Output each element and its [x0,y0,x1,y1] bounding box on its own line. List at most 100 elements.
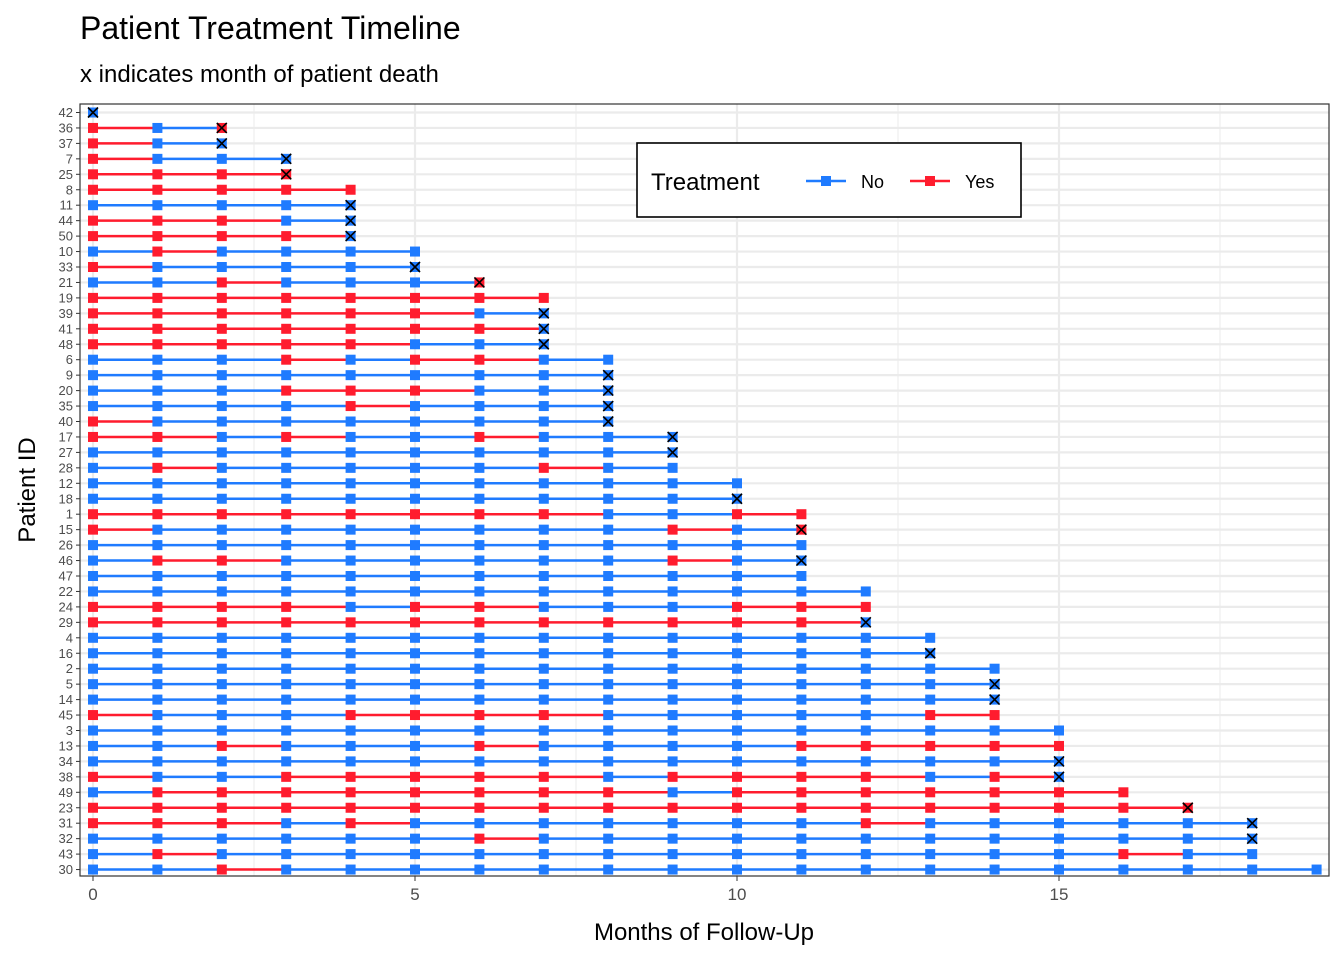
month-point [152,632,163,643]
month-point [732,833,742,844]
month-point [88,138,98,149]
month-point [345,632,356,643]
y-tick-label: 22 [59,584,73,599]
month-point [345,401,356,412]
month-point [410,586,420,597]
month-point [860,648,871,659]
month-point [474,354,485,365]
patient-row [88,771,1065,783]
y-tick-label: 42 [59,105,73,120]
month-point [216,478,227,489]
month-point [603,663,614,674]
month-point [216,385,227,396]
month-point [474,493,485,504]
month-point [281,339,292,350]
x-tick-label: 0 [88,885,97,904]
month-point [216,401,227,412]
month-point [88,308,98,319]
x-tick-label: 10 [728,885,747,904]
month-point [345,540,356,551]
y-tick-label: 31 [59,816,73,831]
month-point [1182,864,1193,875]
month-point [216,462,227,473]
death-marker [924,647,936,659]
month-point [152,710,163,721]
month-point [796,771,807,782]
month-point [603,849,614,860]
month-point [216,632,227,643]
month-point [281,308,292,319]
patient-row [88,601,871,612]
death-marker [538,323,550,335]
month-point [796,694,807,705]
y-tick-label: 10 [59,244,73,259]
y-tick-label: 36 [59,120,73,135]
month-point [88,262,98,272]
y-tick-label: 43 [59,847,73,862]
month-point [216,215,227,226]
month-point [989,787,1000,798]
month-point [216,679,227,690]
month-point [88,215,98,226]
month-point [88,849,98,860]
month-point [88,694,98,705]
month-point [989,833,1000,844]
month-point [345,555,356,566]
month-point [216,617,227,628]
month-point [281,524,292,535]
month-point [88,401,98,412]
month-point [667,509,678,520]
month-point [152,169,163,180]
month-point [925,864,936,875]
month-point [603,740,614,751]
month-point [667,787,678,798]
month-point [216,787,227,798]
month-point [603,493,614,504]
month-point [88,431,98,442]
patient-row [88,817,1258,829]
month-point [603,431,614,442]
month-point [796,679,807,690]
month-point [88,509,98,520]
y-tick-label: 39 [59,306,73,321]
month-point [796,818,807,829]
month-point [925,802,936,813]
month-point [410,401,420,412]
month-point [152,694,163,705]
month-point [538,509,549,520]
month-point [474,524,485,535]
month-point [538,401,549,412]
month-point [732,710,742,721]
patient-row [88,462,678,473]
patient-row [88,571,807,581]
month-point [345,648,356,659]
month-point [667,818,678,829]
death-marker [667,446,679,458]
month-point [796,571,807,581]
death-marker [1053,771,1065,783]
month-point [152,184,163,195]
month-point [667,601,678,612]
month-point [732,694,742,705]
month-point [538,617,549,628]
month-point [88,586,98,597]
patient-row [88,740,1064,751]
month-point [474,555,485,566]
month-point [1054,864,1064,875]
month-point [732,740,742,751]
month-point [88,169,98,180]
month-point [88,447,98,458]
month-point [152,679,163,690]
month-point [88,725,98,736]
patient-row [88,153,292,165]
legend-yes-marker [925,176,935,186]
month-point [1182,818,1193,829]
death-marker [280,168,292,180]
month-point [538,571,549,581]
month-point [538,694,549,705]
y-tick-label: 16 [59,646,73,661]
month-point [152,323,163,334]
month-point [410,292,420,303]
death-marker [1053,755,1065,767]
month-point [474,431,485,442]
